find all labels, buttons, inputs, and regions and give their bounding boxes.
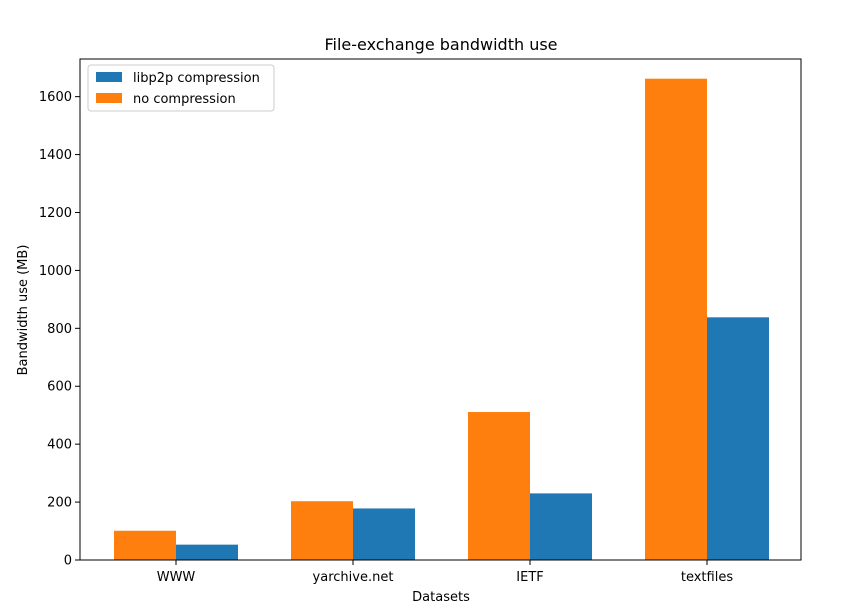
- y-tick-label: 600: [47, 380, 72, 395]
- y-tick-label: 1600: [39, 90, 72, 105]
- bar-no-compression-www: [114, 530, 176, 560]
- bar-no-compression-ietf: [468, 412, 530, 560]
- bar-libp2p-compression-ietf: [530, 493, 592, 560]
- legend-swatch-libp2p: [96, 72, 122, 82]
- y-tick-label: 800: [47, 322, 72, 337]
- x-axis-label: Datasets: [412, 590, 470, 605]
- legend-swatch-no-compression: [96, 93, 122, 103]
- legend: libp2p compression no compression: [87, 64, 275, 112]
- bar-no-compression-yarchive-net: [291, 501, 353, 560]
- chart-title: File-exchange bandwidth use: [324, 35, 557, 54]
- y-tick-label: 200: [47, 496, 72, 511]
- y-axis-label: Bandwidth use (MB): [16, 245, 31, 376]
- bars-group: [114, 78, 769, 561]
- bar-libp2p-compression-textfiles: [707, 317, 769, 560]
- x-axis-ticks: WWW yarchive.net IETF textfiles: [157, 560, 733, 585]
- y-tick-label: 0: [64, 554, 72, 569]
- legend-box: [87, 64, 275, 112]
- x-tick-label-ietf: IETF: [516, 570, 543, 585]
- bar-libp2p-compression-yarchive-net: [353, 508, 415, 560]
- x-tick-label-www: WWW: [157, 570, 196, 585]
- bar-no-compression-textfiles: [645, 78, 707, 561]
- plot-frame: [79, 58, 802, 561]
- y-tick-label: 400: [47, 438, 72, 453]
- legend-label-libp2p: libp2p compression: [133, 71, 260, 86]
- legend-label-no-compression: no compression: [133, 92, 236, 107]
- y-tick-label: 1200: [39, 206, 72, 221]
- x-tick-label-yarchive-net: yarchive.net: [313, 570, 394, 585]
- y-axis-ticks: 0 200 400 600 800 1000 1200 1400 1600: [39, 90, 80, 569]
- y-tick-label: 1400: [39, 148, 72, 163]
- x-tick-label-textfiles: textfiles: [681, 570, 733, 585]
- bar-libp2p-compression-www: [176, 544, 238, 560]
- y-tick-label: 1000: [39, 264, 72, 279]
